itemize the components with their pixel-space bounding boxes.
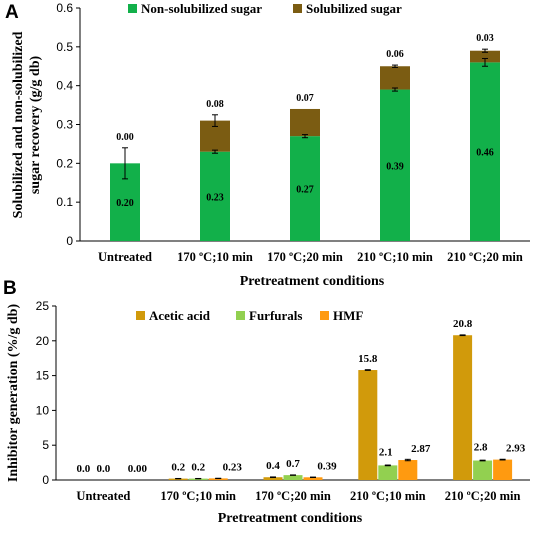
x-category-label: 170 ºC;20 min xyxy=(267,250,343,264)
data-label: 0.7 xyxy=(286,458,300,470)
data-label: 0.2 xyxy=(191,462,205,474)
data-label: 2.93 xyxy=(506,443,526,455)
y-tick-label: 15 xyxy=(36,369,50,383)
data-label-non-solubilized: 0.39 xyxy=(386,161,404,172)
x-category-label: 170 ºC;20 min xyxy=(255,489,331,503)
data-label-non-solubilized: 0.46 xyxy=(476,148,494,159)
data-label: 15.8 xyxy=(358,353,378,365)
x-axis-title: Pretreatment conditions xyxy=(240,274,385,289)
data-label-solubilized: 0.03 xyxy=(476,33,494,44)
y-tick-label: 20 xyxy=(36,334,50,348)
legend-swatch xyxy=(236,311,245,320)
legend-label: Non-solubilized sugar xyxy=(141,1,262,16)
bar-furfurals xyxy=(378,465,398,480)
y-axis-title: sugar recovery (g/g db) xyxy=(28,56,43,195)
bar-solubilized-sugar xyxy=(470,50,500,63)
panel-a-letter: A xyxy=(5,2,19,23)
data-label: 0.2 xyxy=(171,462,185,474)
y-tick-label: 0 xyxy=(66,234,73,248)
y-tick-label: 0.1 xyxy=(56,195,73,209)
bar-solubilized-sugar xyxy=(380,66,410,90)
chart-a-sugar-recovery: 0 0.1 0.2 0.3 0.4 0.5 0.6 Untreated 170 ºC;10 mi… xyxy=(11,1,530,289)
x-category-label: 210 ºC;10 min xyxy=(350,489,426,503)
legend-label: Furfurals xyxy=(249,308,302,323)
y-tick-label: 0.5 xyxy=(56,40,73,54)
data-label: 2.87 xyxy=(411,443,431,455)
bar-furfurals xyxy=(188,478,208,480)
data-label: 0.0 xyxy=(77,463,91,475)
bar-non-solubilized-sugar xyxy=(200,151,230,241)
data-label: 0.0 xyxy=(97,463,111,475)
data-label: 0.4 xyxy=(266,460,280,472)
legend-swatch xyxy=(320,311,329,320)
legend-swatch xyxy=(136,311,145,320)
y-tick-label: 25 xyxy=(36,299,50,313)
data-label: 0.00 xyxy=(128,463,148,475)
y-tick-label: 0.3 xyxy=(56,118,73,132)
y-tick-label: 0.6 xyxy=(56,1,73,15)
bar-non-solubilized-sugar xyxy=(380,89,410,241)
bar-hmf xyxy=(303,477,323,480)
x-category-label: 210 ºC;20 min xyxy=(445,489,521,503)
y-axis-title: Solubilized and non-solubilized xyxy=(11,31,26,218)
x-category-label: Untreated xyxy=(76,489,130,503)
legend-label: Solubilized sugar xyxy=(306,1,402,16)
legend-label: HMF xyxy=(333,308,363,323)
x-category-label: 170 ºC;10 min xyxy=(160,489,236,503)
y-tick-label: 0.2 xyxy=(56,156,73,170)
bar-acetic-acid xyxy=(168,478,188,480)
bar-solubilized-sugar xyxy=(290,108,320,137)
data-label: 2.1 xyxy=(379,446,393,458)
data-label-solubilized: 0.08 xyxy=(206,99,224,110)
bar-hmf xyxy=(208,478,228,480)
data-label-solubilized: 0.06 xyxy=(386,49,404,60)
x-category-label: 210 ºC;10 min xyxy=(357,250,433,264)
data-label: 0.23 xyxy=(223,461,243,473)
x-category-label: Untreated xyxy=(98,250,152,264)
y-tick-label: 5 xyxy=(42,438,49,452)
panel-b-letter: B xyxy=(3,278,17,299)
x-category-label: 170 ºC;10 min xyxy=(177,250,253,264)
y-tick-label: 0 xyxy=(42,473,49,487)
data-label-non-solubilized: 0.23 xyxy=(206,192,224,203)
bar-acetic-acid xyxy=(263,477,283,480)
data-label-solubilized: 0.00 xyxy=(116,132,134,143)
data-label: 20.8 xyxy=(453,318,473,330)
data-label-non-solubilized: 0.20 xyxy=(116,198,134,209)
x-category-label: 210 ºC;20 min xyxy=(447,250,523,264)
x-axis-title: Pretreatment conditions xyxy=(218,511,363,526)
legend-label: Acetic acid xyxy=(149,308,211,323)
bar-non-solubilized-sugar xyxy=(470,62,500,241)
bar-hmf xyxy=(398,460,418,480)
bar-hmf xyxy=(493,459,513,480)
y-tick-label: 0.4 xyxy=(56,79,73,93)
bar-non-solubilized-sugar xyxy=(290,136,320,241)
legend-swatch xyxy=(293,4,302,13)
data-label: 0.39 xyxy=(317,460,337,472)
legend-swatch xyxy=(128,4,137,13)
chart-b-inhibitor-generation: 0 5 10 15 20 25 Untreated 170 ºC;10 min 170 ºC;2… xyxy=(6,299,530,526)
data-label-non-solubilized: 0.27 xyxy=(296,185,314,196)
y-axis-title: Inhibitor generation (%/g db) xyxy=(6,304,21,483)
bar-acetic-acid xyxy=(358,370,378,480)
bar-furfurals xyxy=(283,475,303,480)
y-tick-label: 10 xyxy=(36,403,50,417)
data-label-solubilized: 0.07 xyxy=(296,93,314,104)
bar-furfurals xyxy=(473,460,493,480)
bar-acetic-acid xyxy=(453,335,473,480)
data-label: 2.8 xyxy=(474,442,488,454)
